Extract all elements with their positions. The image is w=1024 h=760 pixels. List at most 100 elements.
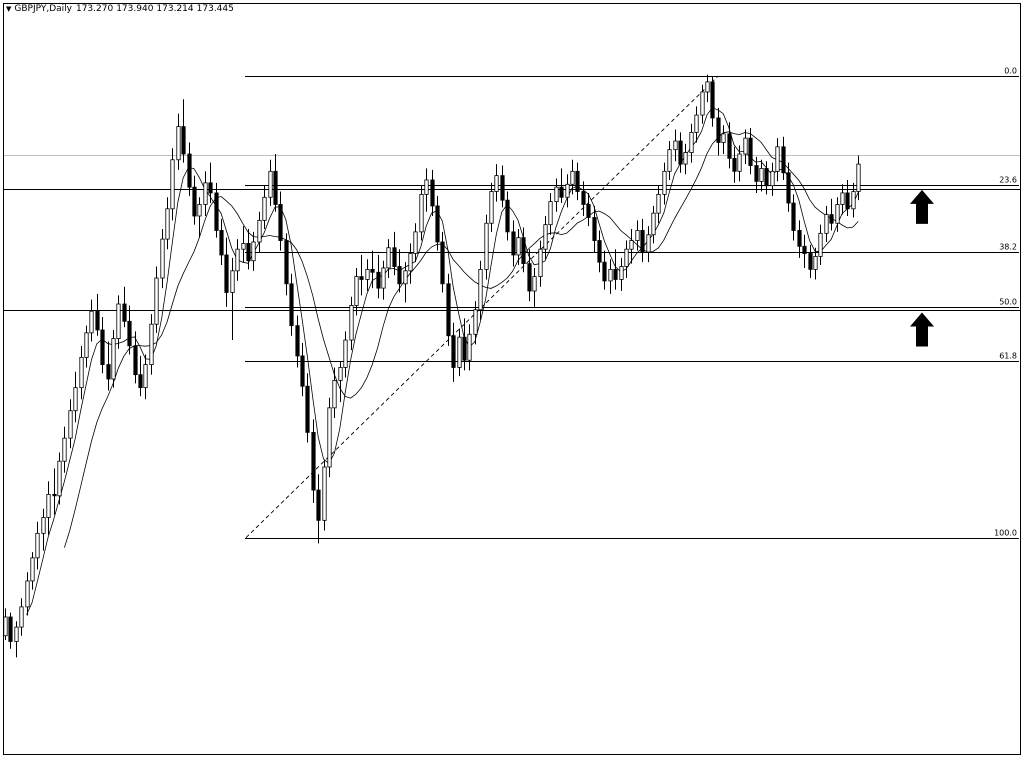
candle-body-bearish <box>208 182 213 194</box>
candle-body-bullish <box>160 238 165 279</box>
candle-body-bullish <box>775 146 780 172</box>
candle-body-bullish <box>170 159 175 210</box>
candle-body-bullish <box>673 140 678 151</box>
candle-body-bullish <box>635 230 640 241</box>
candle-body-bullish <box>386 247 391 269</box>
candle-body-bullish <box>57 460 62 497</box>
candle-body-bullish <box>19 606 24 628</box>
candle-body-bullish <box>543 224 548 250</box>
candle-body-bearish <box>52 493 57 497</box>
candle-body-bullish <box>111 338 116 380</box>
high-value: 173.940 <box>116 4 154 14</box>
candle-body-bullish <box>570 170 575 185</box>
candle-body-bearish <box>181 126 186 155</box>
candle-body-bearish <box>678 140 683 165</box>
candle-body-bearish <box>797 230 802 247</box>
candle-body-bullish <box>116 303 121 340</box>
candle-body-bearish <box>716 117 721 143</box>
candle-body-bullish <box>619 266 624 280</box>
candles-layer <box>3 74 861 658</box>
candle-body-bearish <box>781 146 786 174</box>
candle-body-bearish <box>273 170 278 205</box>
candle-body-bullish <box>30 557 35 582</box>
candle-body-bearish <box>397 266 402 285</box>
candle-body-bullish <box>424 179 429 195</box>
candle-body-bullish <box>176 126 181 161</box>
candle-body-bullish <box>629 240 634 250</box>
chart-header: ▼ GBPJPY,Daily 173.270 173.940 173.214 173.44… <box>6 4 237 14</box>
candle-body-bearish <box>289 283 294 327</box>
candle-body-bearish <box>8 616 13 642</box>
candle-body-bearish <box>597 240 602 263</box>
moving-average-line-5 <box>26 107 859 615</box>
candle-body-bullish <box>419 193 424 233</box>
candle-body-bullish <box>241 243 246 250</box>
candle-body-bullish <box>25 580 30 608</box>
arrows-layer <box>910 189 934 347</box>
candle-body-bullish <box>154 277 159 325</box>
candle-body-bullish <box>262 196 267 221</box>
candle-body-bullish <box>824 214 829 234</box>
candle-body-bullish <box>484 222 489 270</box>
candle-body-bearish <box>613 268 618 280</box>
candle-body-bullish <box>338 367 343 381</box>
fib-level-label: 38.2 <box>999 243 1017 252</box>
candle-body-bearish <box>359 276 364 280</box>
candle-body-bullish <box>554 186 559 202</box>
candle-body-bullish <box>835 204 840 224</box>
candle-body-bearish <box>451 335 456 368</box>
candle-body-bullish <box>721 133 726 143</box>
open-value: 173.270 <box>75 4 114 14</box>
candle-body-bearish <box>100 329 105 365</box>
candle-body-bullish <box>41 517 46 534</box>
candle-body-bearish <box>95 310 100 331</box>
candle-body-bullish <box>624 248 629 267</box>
candle-body-bearish <box>446 283 451 337</box>
candle-body-bullish <box>354 276 359 306</box>
candle-body-bullish <box>770 170 775 187</box>
candle-body-bearish <box>430 179 435 207</box>
candle-body-bullish <box>851 191 856 210</box>
candle-body-bearish <box>133 345 138 376</box>
candle-body-bearish <box>786 172 791 204</box>
candle-body-bullish <box>46 493 51 518</box>
candle-body-bullish <box>197 204 202 217</box>
moving-averages-layer <box>26 107 859 615</box>
candle-body-bullish <box>257 219 262 243</box>
chart-frame <box>3 3 1021 755</box>
candle-body-bullish <box>478 268 483 311</box>
candle-body-bullish <box>532 276 537 292</box>
candle-body-bearish <box>246 243 251 262</box>
candle-body-bullish <box>646 234 651 253</box>
arrow-up-icon <box>910 312 934 347</box>
candle-body-bullish <box>608 268 613 282</box>
candle-body-bearish <box>370 268 375 273</box>
candle-body-bullish <box>856 163 861 192</box>
candle-body-bullish <box>35 532 40 559</box>
candle-body-bearish <box>376 271 381 289</box>
candle-body-bearish <box>311 431 316 491</box>
candle-body-bullish <box>700 91 705 116</box>
candle-body-bullish <box>743 137 748 155</box>
candle-body-bearish <box>808 253 813 270</box>
candle-body-bullish <box>813 256 818 270</box>
candle-body-bearish <box>559 186 564 198</box>
candle-body-bullish <box>343 339 348 368</box>
candle-body-bullish <box>68 410 73 439</box>
candle-body-bullish <box>149 323 154 365</box>
candle-body-bullish <box>473 309 478 335</box>
candle-body-bullish <box>381 267 386 289</box>
triangle-down-icon[interactable]: ▼ <box>6 5 12 13</box>
candle-body-bullish <box>408 253 413 272</box>
candle-body-bearish <box>521 237 526 265</box>
candle-body-bearish <box>214 192 219 231</box>
candle-body-bearish <box>586 204 591 218</box>
candle-body-bearish <box>575 170 580 192</box>
candle-body-bullish <box>79 356 84 389</box>
candle-body-bearish <box>640 230 645 253</box>
candle-body-bearish <box>435 205 440 243</box>
candle-body-bullish <box>62 437 67 462</box>
candle-body-bearish <box>187 153 192 188</box>
